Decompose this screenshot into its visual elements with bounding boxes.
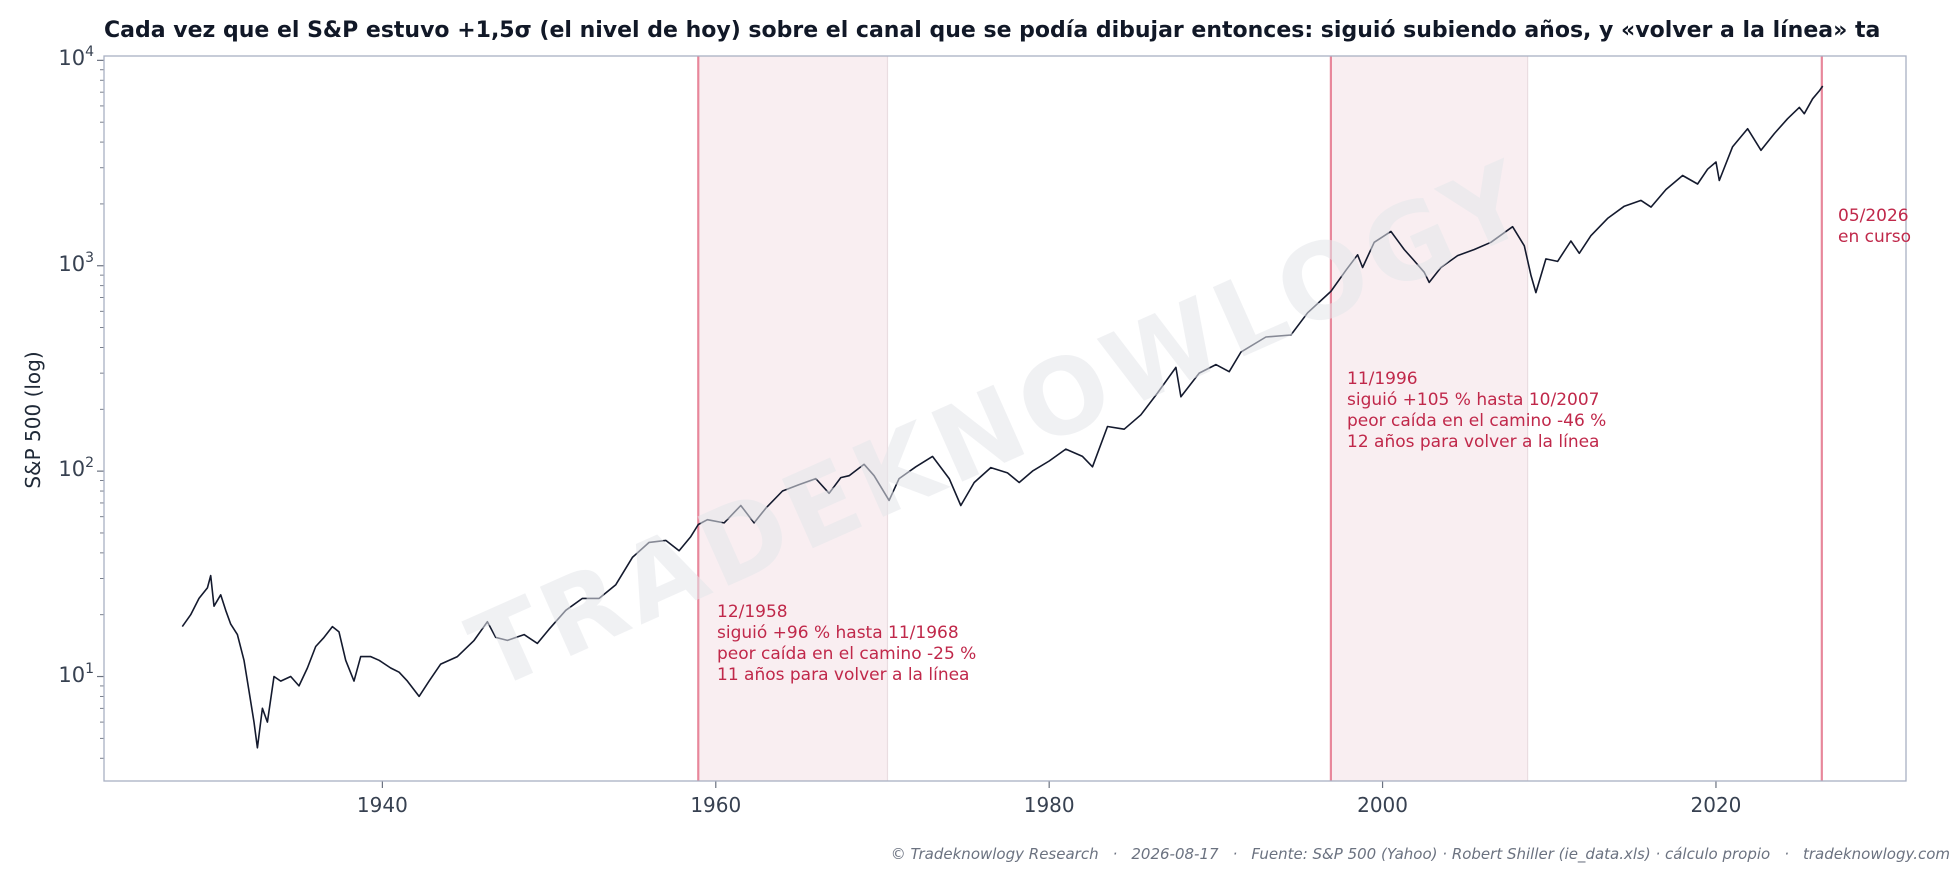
price-line xyxy=(181,85,1824,749)
y-tick-label: 104 xyxy=(58,44,94,71)
event-drawdown: peor caída en el camino -46 % xyxy=(1347,411,1607,431)
event-date: 11/1996 xyxy=(1347,369,1418,389)
y-axis-label: S&P 500 (log) xyxy=(21,351,45,489)
x-tick-label: 1980 xyxy=(1023,793,1075,817)
event-lines xyxy=(697,56,1823,781)
event-annotation-1996: 11/1996 siguió +105 % hasta 10/2007 peor… xyxy=(1347,369,1606,453)
x-tick-label: 2000 xyxy=(1357,793,1409,817)
footer-date: 2026-08-17 xyxy=(1131,845,1219,863)
event-shade xyxy=(698,56,888,781)
event-shade xyxy=(1330,56,1528,781)
y-tick-label: 102 xyxy=(58,455,94,482)
chart-title: Cada vez que el S&P estuvo +1,5σ (el niv… xyxy=(104,18,1881,43)
event-years: 11 años para volver a la línea xyxy=(717,665,970,685)
plot-frame xyxy=(103,55,1907,782)
x-tick-label: 1960 xyxy=(690,793,742,817)
event-annotation-2026: 05/2026 en curso xyxy=(1838,206,1911,248)
x-tick-label: 1940 xyxy=(356,793,408,817)
event-date: 05/2026 xyxy=(1838,206,1909,226)
event-drawdown: peor caída en el camino -25 % xyxy=(717,644,977,664)
event-shades xyxy=(698,56,1529,781)
event-gain: siguió +96 % hasta 11/1968 xyxy=(717,623,959,643)
y-tick-label: 103 xyxy=(58,249,94,276)
footer-site: tradeknowlogy.com xyxy=(1802,845,1950,863)
event-date: 12/1958 xyxy=(717,602,788,622)
axis-ticks xyxy=(97,59,1717,788)
footer-source: Fuente: S&P 500 (Yahoo) · Robert Shiller… xyxy=(1251,845,1771,863)
event-annotation-1958: 12/1958 siguió +96 % hasta 11/1968 peor … xyxy=(717,602,976,686)
event-gain: siguió +105 % hasta 10/2007 xyxy=(1347,390,1600,410)
event-status: en curso xyxy=(1838,227,1912,247)
x-tick-label: 2020 xyxy=(1690,793,1742,817)
footer: © Tradeknowlogy Research · 2026-08-17 · Fuen… xyxy=(890,845,1950,863)
price-series xyxy=(181,85,1824,749)
y-tick-label: 101 xyxy=(58,660,94,687)
footer-copyright: © Tradeknowlogy Research xyxy=(890,845,1099,863)
event-years: 12 años para volver a la línea xyxy=(1347,432,1600,452)
